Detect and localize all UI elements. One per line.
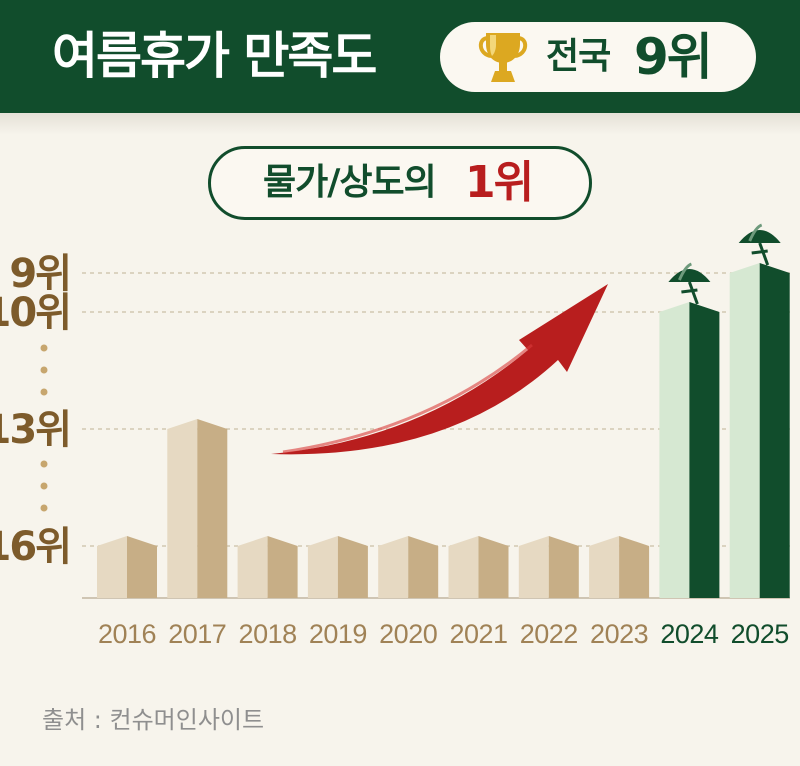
source-note: 출처 : 컨슈머인사이트 xyxy=(42,706,265,734)
x-tick-label: 2022 xyxy=(520,619,578,649)
bar-2017 xyxy=(167,419,228,598)
trend-arrow-icon xyxy=(271,284,608,455)
bar-2021 xyxy=(448,536,509,598)
x-tick-label: 2024 xyxy=(660,619,719,649)
bar-2020 xyxy=(378,536,439,598)
header-banner: 여름휴가 만족도 전국 9위 xyxy=(0,0,800,113)
y-tick-label: 10위 xyxy=(0,290,70,336)
parasol-icon xyxy=(738,223,781,266)
axis-gap-dot xyxy=(40,482,48,490)
axis-gap-dot xyxy=(40,344,48,352)
bar-2022 xyxy=(518,536,579,598)
trophy-icon xyxy=(478,33,528,82)
y-tick-label: 9위 xyxy=(9,251,70,297)
bar-2019 xyxy=(307,536,368,598)
axis-gap-dot xyxy=(40,504,48,512)
x-tick-label: 2019 xyxy=(309,619,367,649)
axis-gap-dot xyxy=(40,388,48,396)
axis-gap-dot xyxy=(40,460,48,468)
x-tick-label: 2021 xyxy=(449,619,507,649)
rank-label: 전국 xyxy=(546,36,611,77)
x-tick-label: 2025 xyxy=(731,619,789,649)
bar-2024 xyxy=(659,262,720,598)
x-tick-label: 2017 xyxy=(168,619,226,649)
x-tick-label: 2016 xyxy=(98,619,156,649)
bar-2025 xyxy=(729,223,790,598)
x-tick-label: 2018 xyxy=(239,619,297,649)
y-tick-label: 16위 xyxy=(0,524,70,570)
rank-value: 9위 xyxy=(634,28,713,86)
subtitle-label: 물가/상도의 xyxy=(263,162,437,203)
y-tick-label: 13위 xyxy=(0,407,70,453)
bar-2018 xyxy=(237,536,298,598)
page-title: 여름휴가 만족도 xyxy=(52,27,377,85)
national-rank-badge: 전국 9위 xyxy=(440,22,756,92)
x-tick-label: 2020 xyxy=(379,619,437,649)
bar-2023 xyxy=(589,536,650,598)
x-tick-label: 2023 xyxy=(590,619,648,649)
subtitle-badge: 물가/상도의 1위 xyxy=(208,146,592,220)
bar-2016 xyxy=(97,536,157,598)
subtitle-value: 1위 xyxy=(465,157,534,208)
parasol-icon xyxy=(668,262,711,305)
axis-gap-dot xyxy=(40,366,48,374)
